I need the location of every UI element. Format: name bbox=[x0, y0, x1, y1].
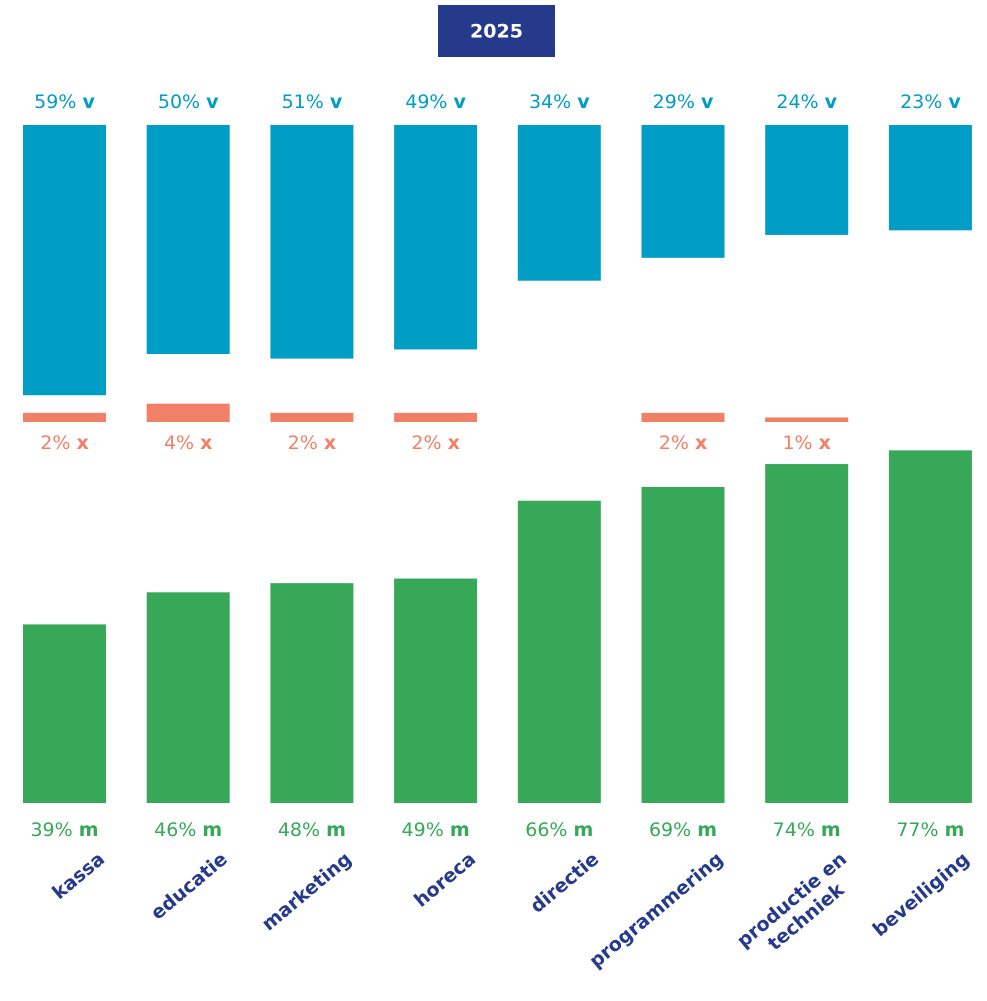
value-label: 59% v bbox=[34, 91, 95, 113]
bar bbox=[23, 125, 106, 396]
value-label: 23% v bbox=[900, 91, 961, 113]
bar bbox=[23, 412, 106, 422]
value-text: 77% bbox=[896, 819, 938, 841]
series-name: v bbox=[701, 91, 714, 113]
series-name: m bbox=[821, 819, 841, 841]
bar bbox=[765, 125, 849, 235]
value-label: 29% v bbox=[653, 91, 714, 113]
value-label: 46% m bbox=[154, 819, 222, 841]
value-text: 2% bbox=[288, 432, 318, 454]
value-label: 34% v bbox=[529, 91, 590, 113]
value-text: 51% bbox=[282, 91, 324, 113]
bar bbox=[394, 412, 478, 422]
value-text: 69% bbox=[649, 819, 691, 841]
series-name: v bbox=[825, 91, 838, 113]
series-name: m bbox=[79, 819, 99, 841]
title-box bbox=[438, 5, 555, 57]
bar bbox=[146, 592, 230, 803]
value-label: 69% m bbox=[649, 819, 717, 841]
series-name: x bbox=[324, 432, 336, 454]
value-text: 2% bbox=[659, 432, 689, 454]
value-label: 50% v bbox=[158, 91, 219, 113]
value-label: 2% x bbox=[288, 432, 336, 454]
series-name: x bbox=[200, 432, 212, 454]
bar bbox=[765, 417, 849, 422]
value-text: 29% bbox=[653, 91, 695, 113]
value-text: 59% bbox=[34, 91, 76, 113]
bar bbox=[394, 578, 478, 803]
series-name: v bbox=[206, 91, 219, 113]
bar bbox=[270, 125, 354, 359]
bar bbox=[146, 125, 230, 354]
value-label: 48% m bbox=[278, 819, 346, 841]
series-name: m bbox=[697, 819, 717, 841]
value-text: 74% bbox=[773, 819, 815, 841]
series-name: x bbox=[76, 432, 88, 454]
value-text: 50% bbox=[158, 91, 200, 113]
series-name: m bbox=[202, 819, 222, 841]
value-label: 51% v bbox=[282, 91, 343, 113]
bar bbox=[641, 412, 725, 422]
bar bbox=[641, 486, 725, 803]
value-text: 49% bbox=[402, 819, 444, 841]
bar bbox=[270, 583, 354, 803]
bar bbox=[888, 450, 972, 803]
value-label: 49% v bbox=[405, 91, 466, 113]
series-name: v bbox=[82, 91, 95, 113]
series-name: v bbox=[948, 91, 961, 113]
value-text: 66% bbox=[525, 819, 567, 841]
value-label: 66% m bbox=[525, 819, 593, 841]
value-text: 2% bbox=[411, 432, 441, 454]
value-text: 48% bbox=[278, 819, 320, 841]
bar bbox=[888, 125, 972, 231]
bar bbox=[765, 464, 849, 803]
value-label: 2% x bbox=[411, 432, 459, 454]
series-name: m bbox=[326, 819, 346, 841]
value-text: 39% bbox=[30, 819, 72, 841]
series-name: v bbox=[577, 91, 590, 113]
series-name: v bbox=[330, 91, 343, 113]
series-name: x bbox=[819, 432, 831, 454]
bar bbox=[270, 412, 354, 422]
value-label: 2% x bbox=[659, 432, 707, 454]
series-name: x bbox=[695, 432, 707, 454]
series-name: x bbox=[448, 432, 460, 454]
chart-title: 2025 bbox=[470, 21, 523, 43]
value-label: 2% x bbox=[40, 432, 88, 454]
value-label: 49% m bbox=[402, 819, 470, 841]
value-text: 23% bbox=[900, 91, 942, 113]
value-label: 74% m bbox=[773, 819, 841, 841]
value-label: 4% x bbox=[164, 432, 212, 454]
bar bbox=[394, 125, 478, 350]
bar bbox=[23, 624, 106, 803]
series-name: m bbox=[450, 819, 470, 841]
series-name: m bbox=[574, 819, 594, 841]
value-text: 2% bbox=[40, 432, 70, 454]
value-text: 4% bbox=[164, 432, 194, 454]
value-text: 49% bbox=[405, 91, 447, 113]
value-text: 34% bbox=[529, 91, 571, 113]
value-label: 39% m bbox=[30, 819, 98, 841]
bar bbox=[517, 500, 601, 803]
value-label: 1% x bbox=[782, 432, 830, 454]
value-label: 77% m bbox=[896, 819, 964, 841]
bar bbox=[641, 125, 725, 258]
bar bbox=[146, 403, 230, 422]
value-text: 24% bbox=[776, 91, 818, 113]
value-text: 46% bbox=[154, 819, 196, 841]
bar bbox=[517, 125, 601, 281]
value-label: 24% v bbox=[776, 91, 837, 113]
value-text: 1% bbox=[782, 432, 812, 454]
series-name: m bbox=[945, 819, 965, 841]
series-name: v bbox=[454, 91, 467, 113]
